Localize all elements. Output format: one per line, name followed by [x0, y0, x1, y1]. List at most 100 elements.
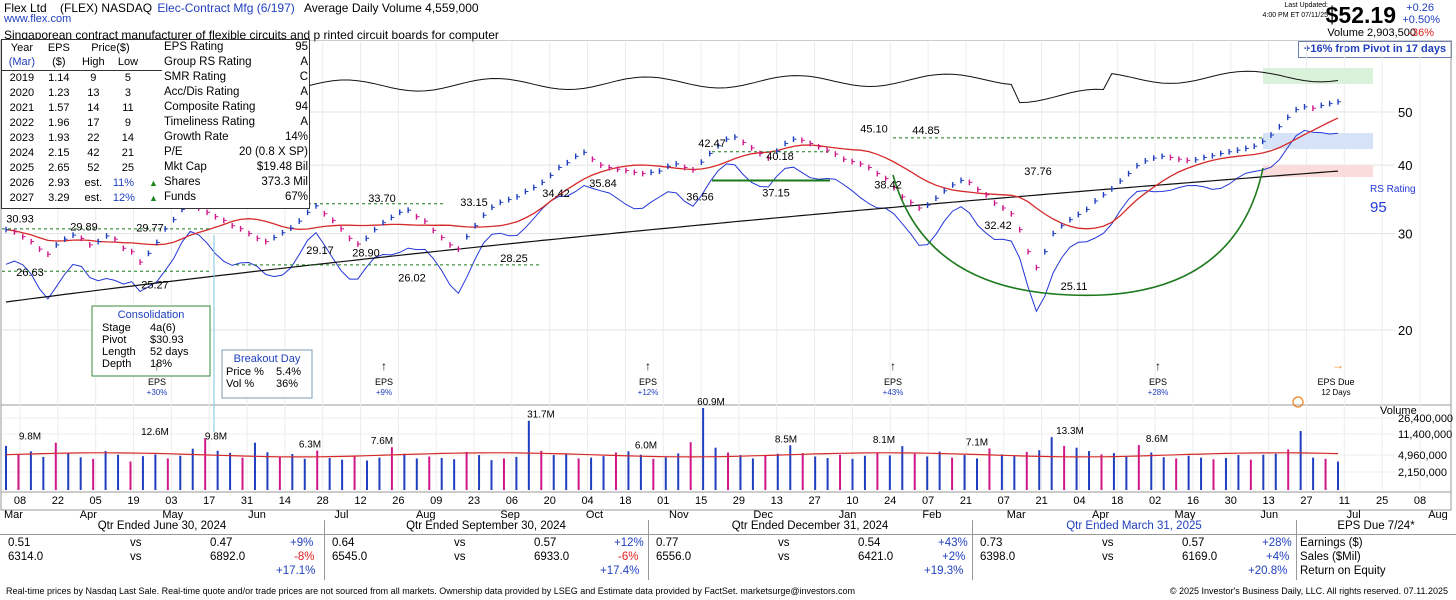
price-bar: [47, 251, 51, 258]
price-bar: [968, 179, 973, 186]
eps-cell-low: 14: [121, 131, 135, 144]
rating-value: C: [299, 71, 308, 83]
price-annotation: 29.89: [70, 221, 98, 233]
price-bar: [1085, 206, 1090, 213]
eps-cell-high: 52: [87, 161, 100, 174]
rating-label: EPS Rating: [164, 41, 224, 53]
price-bar: [89, 242, 93, 248]
eps-row: 2019 1.14 9 5: [2, 70, 162, 85]
price-bar: [541, 179, 546, 186]
column-divider: [648, 520, 649, 580]
footer-copyright: © 2025 Investor's Business Daily, LLC. A…: [1169, 586, 1448, 596]
price-bar: [507, 196, 512, 203]
x-tick-label: 10: [846, 495, 858, 507]
price-bar: [700, 159, 705, 166]
col-eps: EPS: [47, 41, 70, 54]
x-tick-label: 20: [544, 495, 556, 507]
price-bar: [1069, 216, 1073, 223]
x-tick-label: 08: [14, 495, 26, 507]
price-bar: [951, 182, 956, 188]
qtr-sales: 6556.0: [656, 551, 692, 563]
breakout-value: 5.4%: [276, 366, 301, 378]
eps-estimate-cell: est.: [84, 176, 103, 189]
industry-group[interactable]: Elec-Contract Mfg (6/197): [157, 1, 295, 15]
price-bar: [943, 187, 948, 194]
price-bar: [323, 210, 328, 217]
consolidation-label: Pivot: [102, 334, 126, 346]
price-bar: [231, 222, 236, 229]
price-bar: [801, 137, 805, 144]
price-bar: [415, 213, 420, 220]
volume-panel-frame: [0, 404, 1452, 511]
price-bar: [1161, 153, 1166, 160]
last-updated-label: Last Updated:: [1284, 2, 1328, 9]
website-link[interactable]: www.flex.com: [4, 13, 72, 25]
consolidation-value: $30.93: [150, 334, 184, 346]
volume-annotation: 9.8M: [205, 432, 227, 443]
x-tick-label: 22: [52, 495, 64, 507]
price-bar: [993, 200, 998, 206]
price-bar: [466, 233, 470, 240]
qtr-eps: 0.73: [980, 537, 1003, 549]
month-label: Jul: [334, 509, 348, 520]
price-annotation: 29.77: [136, 222, 164, 234]
price-bar: [708, 150, 713, 157]
price-bar: [491, 204, 495, 211]
price-bar: [256, 235, 261, 242]
company-description: Singaporean contract manufacturer of fle…: [4, 28, 499, 42]
eps-estimate-cell: 3.29: [48, 191, 70, 204]
eps-cell-low: 25: [121, 161, 135, 174]
price-bar: [1220, 150, 1224, 157]
price-bar: [22, 233, 26, 240]
month-label: Oct: [586, 509, 603, 520]
volume-pct: -36%: [1408, 27, 1434, 39]
price-bar: [223, 217, 227, 224]
qtr-prior-sales: 6892.0: [210, 551, 246, 563]
month-label: Dec: [753, 509, 773, 520]
price-bar: [332, 217, 336, 224]
price-bar: [206, 209, 211, 216]
qtr-roe: +20.8%: [1248, 565, 1288, 577]
price-annotation: 40.18: [766, 151, 794, 163]
price-annotation: 26.02: [398, 272, 426, 284]
qtr-vs: vs: [130, 551, 142, 563]
price-bar: [156, 239, 160, 246]
up-arrow-icon: ↑: [1155, 359, 1161, 373]
price-bar: [290, 225, 294, 231]
price-bar: [1245, 145, 1249, 152]
price-bar: [843, 156, 847, 163]
eps-cell-low: 21: [121, 146, 135, 159]
eps-cell-eps: 2.15: [48, 146, 70, 159]
price-bar: [482, 212, 487, 219]
buy-zone: [1263, 133, 1373, 149]
row-label: Sales ($Mil): [1300, 551, 1361, 563]
row-label: Earnings ($): [1300, 537, 1363, 549]
x-tick-label: 31: [241, 495, 253, 507]
month-label: Mar: [1007, 509, 1026, 520]
price-bar: [658, 168, 663, 174]
qtr-vs: vs: [454, 537, 466, 549]
eps-cell-low: 9: [124, 116, 131, 129]
price-annotation: 42.47: [698, 138, 726, 150]
x-tick-label: 17: [203, 495, 215, 507]
eps-row: 2021 1.57 14 11: [2, 100, 162, 115]
price-bar: [1328, 100, 1333, 107]
price-bar: [918, 205, 923, 211]
x-tick-label: 05: [90, 495, 102, 507]
price-bar: [893, 184, 897, 191]
price-change: +0.26: [1406, 2, 1434, 14]
col-price: Price($): [91, 41, 130, 54]
eps-cell-eps: 1.93: [48, 131, 70, 144]
rating-row: Group RS Rating A: [164, 55, 308, 70]
qtr-eps: 0.77: [656, 537, 679, 549]
price-bar: [767, 155, 772, 161]
price-annotation: 35.84: [589, 178, 617, 190]
price-bar: [608, 164, 613, 171]
price-bar: [1044, 248, 1048, 255]
price-bar: [281, 229, 286, 236]
column-divider: [972, 520, 973, 580]
price-annotation: 25.27: [141, 279, 169, 291]
eps-cell-year: 2021: [9, 101, 35, 114]
price-annotation: 29.17: [306, 245, 334, 257]
price-bar: [424, 218, 428, 225]
